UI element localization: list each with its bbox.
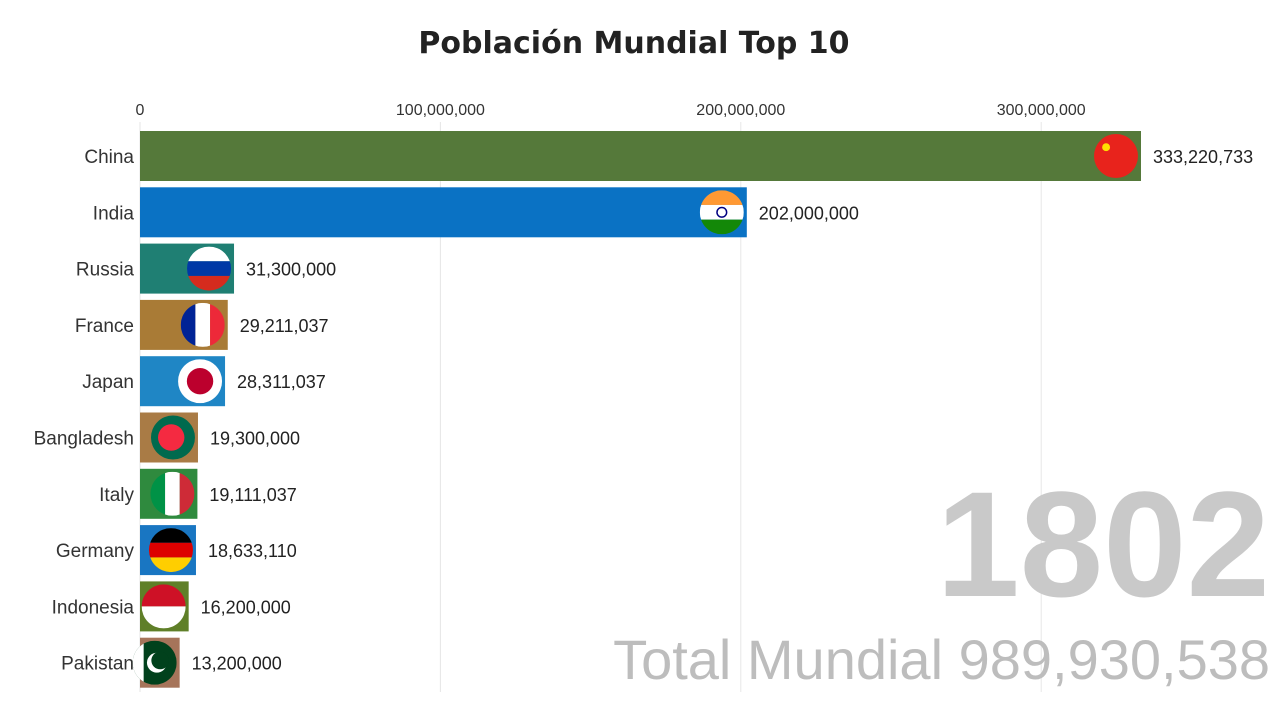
- x-tick-label: 300,000,000: [997, 102, 1086, 119]
- bar: [140, 187, 747, 238]
- indonesia-flag-icon: [141, 584, 186, 629]
- value-label: 19,300,000: [210, 429, 300, 449]
- category-label: Bangladesh: [34, 429, 134, 450]
- category-label: Russia: [76, 260, 135, 281]
- category-label: Indonesia: [52, 597, 135, 618]
- x-tick-label: 100,000,000: [396, 102, 485, 119]
- category-label: India: [93, 203, 135, 224]
- japan-flag-icon: [178, 359, 223, 404]
- pakistan-flag-icon: [132, 640, 177, 685]
- italy-flag-icon: [150, 471, 195, 516]
- value-label: 202,000,000: [759, 203, 859, 223]
- bar: [140, 131, 1141, 181]
- value-label: 31,300,000: [246, 260, 336, 280]
- category-label: China: [84, 147, 134, 168]
- year-label: 1802: [936, 460, 1270, 628]
- category-label: Pakistan: [61, 654, 134, 675]
- value-label: 19,111,037: [209, 485, 296, 505]
- bars-layer: China 333,220,733 India 202,000,000 Russia 31…: [34, 131, 1253, 688]
- value-label: 333,220,733: [1153, 147, 1253, 167]
- value-label: 18,633,110: [208, 541, 297, 561]
- france-flag-icon: [180, 302, 225, 347]
- chart-title: Población Mundial Top 10: [418, 26, 849, 61]
- total-population-label: Total Mundial 989,930,538: [613, 628, 1270, 691]
- category-label: Italy: [99, 485, 134, 506]
- x-axis-ticks: 0 100,000,000 200,000,000 300,000,000: [136, 102, 1086, 119]
- value-label: 28,311,037: [237, 372, 326, 392]
- china-flag-icon: [1094, 134, 1138, 178]
- x-tick-label: 200,000,000: [696, 102, 785, 119]
- bangladesh-flag-icon: [150, 415, 195, 460]
- value-label: 29,211,037: [240, 316, 329, 336]
- category-label: France: [75, 316, 134, 337]
- category-label: Germany: [56, 541, 135, 562]
- value-label: 16,200,000: [201, 597, 291, 617]
- india-flag-icon: [699, 190, 744, 235]
- russia-flag-icon: [187, 246, 232, 291]
- category-label: Japan: [82, 372, 134, 393]
- x-tick-label: 0: [136, 102, 145, 119]
- value-label: 13,200,000: [192, 654, 282, 674]
- germany-flag-icon: [148, 528, 193, 573]
